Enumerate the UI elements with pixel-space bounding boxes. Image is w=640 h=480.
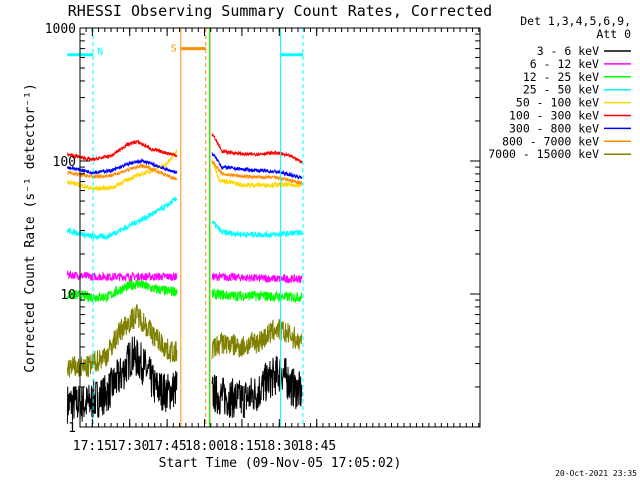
series-1 <box>66 270 303 284</box>
series-line-2-part-2 <box>211 288 303 304</box>
legend-header-detectors: Det 1,3,4,5,6,9, <box>520 14 631 28</box>
series-8 <box>66 304 303 378</box>
chart-title: RHESSI Observing Summary Count Rates, Co… <box>68 2 492 20</box>
legend-label-2: 12 - 25 keV <box>523 70 599 84</box>
series-line-7-part-2 <box>211 160 303 186</box>
series-line-1-part-2 <box>211 271 303 284</box>
legend-label-0: 3 - 6 keV <box>537 44 599 58</box>
legend-label-6: 300 - 800 keV <box>509 121 599 135</box>
legend-header-attenuator: Att 0 <box>596 27 631 41</box>
series-line-5-part-2 <box>211 132 303 164</box>
legend-label-4: 50 - 100 keV <box>516 96 599 110</box>
series-line-0-part-1 <box>66 336 178 424</box>
night-bar-label: N <box>97 47 103 58</box>
y-axis-label: Corrected Count Rate (s⁻¹ detector⁻¹) <box>23 83 38 373</box>
series-0 <box>66 336 303 424</box>
series-5 <box>66 132 303 164</box>
series-2 <box>66 279 303 304</box>
legend-label-1: 6 - 12 keV <box>530 57 599 71</box>
series-line-7-part-1 <box>67 163 178 181</box>
legend-label-3: 25 - 50 keV <box>523 83 599 97</box>
x-tick-label-3: 18:00 <box>185 439 224 454</box>
legend-label-5: 100 - 300 keV <box>509 109 599 123</box>
series-line-2-part-1 <box>66 279 178 303</box>
series-7 <box>67 160 303 186</box>
series-line-8-part-1 <box>66 304 178 378</box>
series-line-8-part-2 <box>211 318 303 360</box>
x-tick-label-2: 17:45 <box>148 439 187 454</box>
saa-bar-label: S <box>171 44 177 55</box>
series-line-4-part-1 <box>66 148 178 192</box>
data-layer <box>66 132 303 424</box>
plot-frame <box>79 27 481 428</box>
series-line-4-part-2 <box>211 159 303 190</box>
y-tick-label-3: 1000 <box>45 22 76 37</box>
y-tick-label-1: 10 <box>60 288 76 303</box>
x-tick-label-0: 17:15 <box>73 439 112 454</box>
x-tick-label-1: 17:30 <box>110 439 149 454</box>
series-line-3-part-2 <box>211 220 303 239</box>
generation-timestamp: 20-Oct-2021 23:35 <box>555 469 637 478</box>
legend-label-7: 800 - 7000 keV <box>502 134 599 148</box>
series-line-5-part-1 <box>66 139 178 162</box>
y-axis: 1 10 100 1000 <box>45 22 480 436</box>
series-line-0-part-2 <box>211 355 303 419</box>
x-tick-label-5: 18:30 <box>260 439 299 454</box>
series-4 <box>66 148 303 192</box>
y-tick-label-0: 1 <box>68 421 76 436</box>
x-tick-label-6: 18:45 <box>297 439 336 454</box>
x-tick-label-4: 18:15 <box>222 439 261 454</box>
series-line-1-part-1 <box>66 270 178 283</box>
y-tick-label-2: 100 <box>53 155 76 170</box>
x-axis-label: Start Time (09-Nov-05 17:05:02) <box>159 456 402 471</box>
series-line-3-part-1 <box>66 196 178 241</box>
legend-label-8: 7000 - 15000 keV <box>488 147 599 161</box>
series-6 <box>66 152 303 180</box>
series-line-6-part-2 <box>211 152 303 180</box>
series-line-6-part-1 <box>66 157 178 176</box>
series-3 <box>66 196 303 241</box>
